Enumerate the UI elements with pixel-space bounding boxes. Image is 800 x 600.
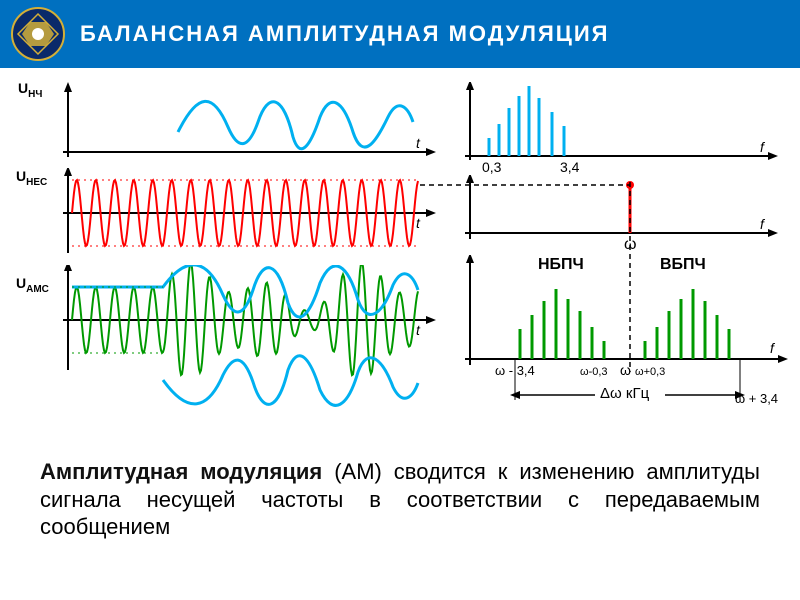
panel-spectrum-low: f 0,3 3,4 — [460, 82, 780, 174]
svg-text:f: f — [770, 340, 776, 356]
panel-spectrum-sidebands: f НБПЧ ВБПЧ ω ω - 3,4 ω-0,3 ω+0,3 ω + 3,… — [460, 255, 790, 445]
emblem-icon — [10, 6, 66, 62]
chart-low-frequency: t — [58, 82, 438, 162]
dashed-horiz — [420, 180, 630, 200]
tick-3-4: 3,4 — [560, 159, 580, 174]
panel-low-frequency: UНЧ t — [58, 82, 438, 162]
description-text: Амплитудная модуляция (АМ) сводится к из… — [40, 458, 760, 541]
panel-carrier: UНЕС t — [58, 168, 438, 258]
label-u-am: UАМС — [16, 275, 49, 295]
label-u-carrier: UНЕС — [16, 168, 47, 188]
tick-minus-03: ω-0,3 — [580, 366, 608, 378]
svg-text:ω: ω — [620, 362, 631, 378]
chart-spectrum-low: f 0,3 3,4 — [460, 82, 780, 174]
page-header: БАЛАНСНАЯ АМПЛИТУДНАЯ МОДУЛЯЦИЯ — [0, 0, 800, 68]
chart-carrier: t — [58, 168, 438, 258]
page-title: БАЛАНСНАЯ АМПЛИТУДНАЯ МОДУЛЯЦИЯ — [80, 21, 609, 47]
delta-omega-label: Δω кГц — [600, 385, 650, 402]
svg-text:t: t — [416, 215, 421, 231]
tick-plus-34: ω + 3,4 — [735, 391, 778, 406]
label-vbpch: ВБПЧ — [660, 256, 706, 273]
svg-text:f: f — [760, 216, 766, 232]
chart-spectrum-sidebands: f НБПЧ ВБПЧ ω ω - 3,4 ω-0,3 ω+0,3 ω + 3,… — [460, 255, 790, 445]
tick-0-3: 0,3 — [482, 159, 502, 174]
svg-text:t: t — [416, 322, 421, 338]
tick-plus-03: ω+0,3 — [635, 366, 665, 378]
chart-am-signal: t — [58, 265, 438, 445]
svg-text:f: f — [760, 139, 766, 155]
axis-t-1: t — [416, 135, 421, 151]
panel-am-signal: UАМС t — [58, 265, 438, 445]
label-u-low: UНЧ — [18, 80, 42, 100]
label-nbpch: НБПЧ — [538, 256, 584, 273]
